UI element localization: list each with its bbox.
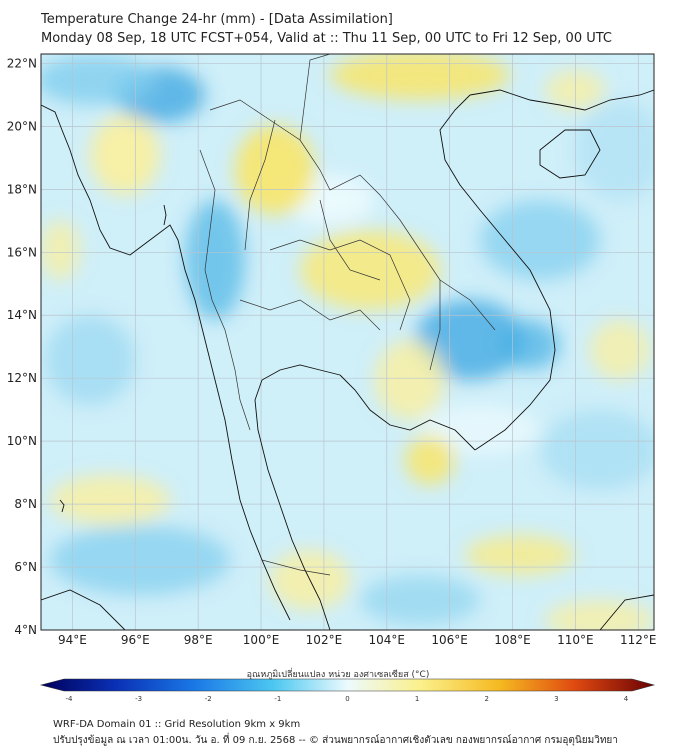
latitude-label: 20°N <box>7 119 37 133</box>
colorbar-tick-label: -3 <box>135 695 142 703</box>
map-title: Temperature Change 24-hr (mm) - [Data As… <box>41 12 393 27</box>
latitude-label: 4°N <box>14 623 37 637</box>
longitude-label: 94°E <box>58 633 87 647</box>
longitude-label: 104°E <box>369 633 406 647</box>
footer-model-info: WRF-DA Domain 01 :: Grid Resolution 9km … <box>53 719 301 730</box>
colorbar-ticks: -4 -3 -2 -1 0 1 2 3 4 <box>66 695 629 703</box>
longitude-label: 100°E <box>243 633 280 647</box>
colorbar: -4 -3 -2 -1 0 1 2 3 4 <box>39 678 656 703</box>
colorbar-tick-label: 0 <box>345 695 349 703</box>
latitude-label: 10°N <box>7 434 37 448</box>
graticule <box>41 54 654 630</box>
map-frame <box>40 53 655 631</box>
colorbar-tick-label: 2 <box>485 695 489 703</box>
latitude-label: 12°N <box>7 371 37 385</box>
latitude-label: 18°N <box>7 182 37 196</box>
colorbar-tick-label: 4 <box>624 695 629 703</box>
colorbar-tick-label: 3 <box>554 695 558 703</box>
colorbar-title: อุณหภูมิเปลี่ยนแปลง หน่วย องศาเซลเซียส (… <box>246 670 430 680</box>
colorbar-tick-label: 1 <box>415 695 419 703</box>
latitude-label: 16°N <box>7 245 37 259</box>
longitude-label: 96°E <box>121 633 150 647</box>
longitude-labels: 94°E 96°E 98°E 100°E 102°E 104°E 106°E 108°E 110… <box>58 633 657 647</box>
temperature-field <box>41 54 654 630</box>
map-subtitle: Monday 08 Sep, 18 UTC FCST+054, Valid at… <box>41 31 612 46</box>
country-borders <box>199 54 496 576</box>
longitude-label: 102°E <box>306 633 343 647</box>
longitude-label: 108°E <box>494 633 531 647</box>
latitude-label: 8°N <box>14 497 37 511</box>
latitude-label: 6°N <box>14 560 37 574</box>
latitude-label: 14°N <box>7 308 37 322</box>
longitude-label: 112°E <box>620 633 657 647</box>
colorbar-tick-label: -1 <box>274 695 281 703</box>
colorbar-tick-label: -2 <box>205 695 212 703</box>
latitude-labels: 22°N 20°N 18°N 16°N 14°N 12°N 10°N 8°N 6°N 4°N <box>7 56 37 637</box>
coastlines <box>41 89 654 630</box>
latitude-label: 22°N <box>7 56 37 70</box>
longitude-label: 98°E <box>184 633 213 647</box>
longitude-label: 110°E <box>557 633 594 647</box>
footer-credit: ปรับปรุงข้อมูล ณ เวลา 01:00น. วัน อ. ที่… <box>53 735 618 746</box>
colorbar-ramp <box>39 678 656 692</box>
colorbar-tick-label: -4 <box>66 695 74 703</box>
longitude-label: 106°E <box>431 633 468 647</box>
